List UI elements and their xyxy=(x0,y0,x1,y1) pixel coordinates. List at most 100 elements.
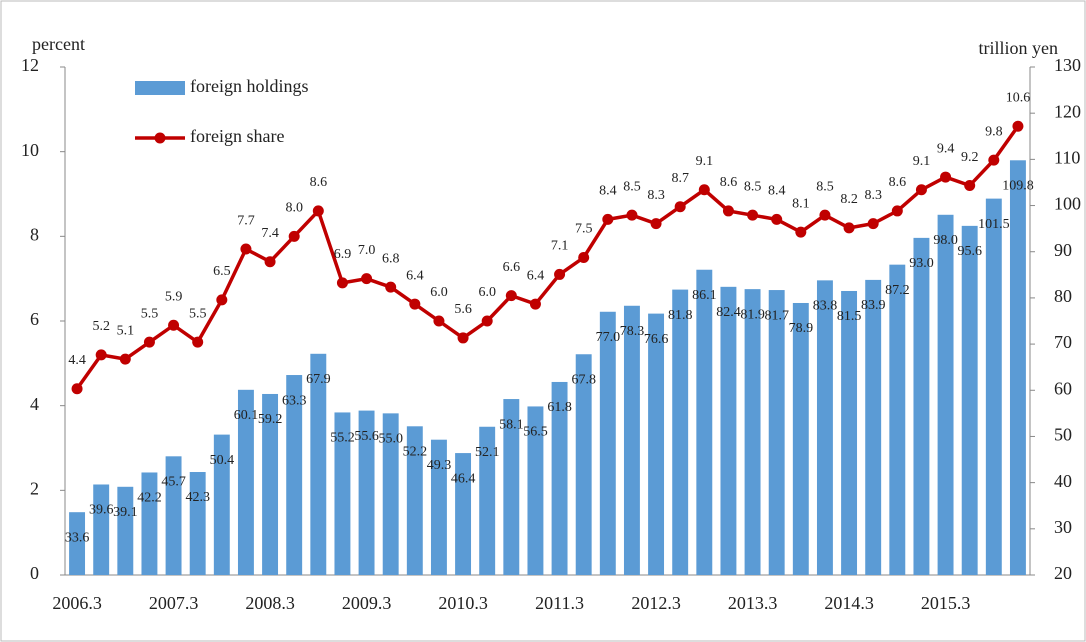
data-label: 7.7 xyxy=(237,213,255,228)
data-label: 67.9 xyxy=(306,372,331,387)
data-label: 7.4 xyxy=(261,226,279,241)
data-label: 5.2 xyxy=(92,319,110,334)
data-label: 50.4 xyxy=(210,453,235,468)
data-label: 8.6 xyxy=(310,175,328,190)
data-label: 77.0 xyxy=(596,330,621,345)
bar xyxy=(503,399,520,575)
data-label: 5.1 xyxy=(117,323,135,338)
marker xyxy=(626,209,638,221)
data-label: 81.9 xyxy=(740,307,765,322)
data-label: 46.4 xyxy=(451,471,476,486)
marker xyxy=(674,201,686,213)
data-label: 8.1 xyxy=(792,196,810,211)
bar xyxy=(382,413,399,575)
marker xyxy=(71,383,83,395)
bar xyxy=(310,353,327,575)
marker xyxy=(95,349,107,361)
marker xyxy=(891,205,903,217)
y2-tick-label: 110 xyxy=(1054,147,1080,167)
marker xyxy=(1012,120,1024,132)
y-tick-label: 2 xyxy=(30,478,39,498)
data-label: 9.8 xyxy=(985,124,1003,139)
x-tick-label: 2012.3 xyxy=(631,593,681,613)
bar xyxy=(889,264,906,575)
y2-tick-label: 130 xyxy=(1054,55,1081,75)
bar xyxy=(141,472,158,575)
x-tick-label: 2008.3 xyxy=(245,593,295,613)
bar xyxy=(841,290,858,575)
data-label: 56.5 xyxy=(523,425,548,440)
y-tick-label: 8 xyxy=(30,224,39,244)
marker xyxy=(554,268,566,280)
marker xyxy=(529,298,541,310)
data-label: 5.6 xyxy=(454,302,472,317)
data-label: 52.1 xyxy=(475,445,500,460)
marker xyxy=(216,294,228,306)
bar xyxy=(455,453,472,575)
data-label: 49.3 xyxy=(427,458,452,473)
data-label: 9.4 xyxy=(937,141,955,156)
data-label: 93.0 xyxy=(909,256,934,271)
bar xyxy=(648,313,665,575)
bar xyxy=(334,412,351,575)
data-label: 8.2 xyxy=(840,192,858,207)
data-label: 78.9 xyxy=(789,321,814,336)
data-label: 59.2 xyxy=(258,412,283,427)
x-tick-label: 2011.3 xyxy=(535,593,584,613)
bar xyxy=(985,198,1002,576)
marker xyxy=(192,336,204,348)
marker xyxy=(168,319,180,331)
data-label: 8.5 xyxy=(816,179,834,194)
data-label: 8.7 xyxy=(671,171,689,186)
data-label: 10.6 xyxy=(1006,90,1031,105)
marker xyxy=(143,336,155,348)
data-label: 86.1 xyxy=(692,288,717,303)
x-tick-label: 2010.3 xyxy=(438,593,488,613)
data-label: 6.4 xyxy=(527,268,545,283)
bar xyxy=(358,410,375,575)
data-label: 39.1 xyxy=(113,505,138,520)
bar xyxy=(816,280,833,575)
x-tick-label: 2007.3 xyxy=(149,593,199,613)
bar xyxy=(165,456,182,575)
marker xyxy=(650,218,662,230)
marker xyxy=(119,353,131,365)
data-label: 55.0 xyxy=(378,432,403,447)
y2-tick-label: 80 xyxy=(1054,286,1072,306)
data-label: 109.8 xyxy=(1002,179,1034,194)
marker xyxy=(771,213,783,225)
data-label: 42.2 xyxy=(137,491,162,506)
data-label: 5.5 xyxy=(141,306,159,321)
data-label: 9.2 xyxy=(961,150,979,165)
bar xyxy=(792,302,809,575)
data-label: 4.4 xyxy=(68,353,86,368)
marker xyxy=(843,222,855,234)
marker xyxy=(915,184,927,196)
marker xyxy=(457,332,469,344)
legend-label: foreign share xyxy=(190,126,284,146)
data-label: 42.3 xyxy=(185,490,210,505)
y-tick-label: 4 xyxy=(30,394,39,414)
data-label: 8.0 xyxy=(285,201,303,216)
data-label: 6.9 xyxy=(334,247,352,262)
y2-tick-label: 60 xyxy=(1054,378,1072,398)
bar xyxy=(937,214,954,576)
marker xyxy=(578,252,590,263)
data-label: 52.2 xyxy=(403,445,428,460)
bar xyxy=(479,426,496,575)
data-label: 61.8 xyxy=(547,400,572,415)
data-label: 7.5 xyxy=(575,222,593,237)
marker xyxy=(385,281,397,293)
data-label: 8.5 xyxy=(623,179,641,194)
marker xyxy=(602,213,614,225)
bar xyxy=(286,375,303,575)
marker xyxy=(988,154,1000,166)
bar xyxy=(599,311,616,575)
data-label: 8.3 xyxy=(864,188,882,203)
data-label: 81.8 xyxy=(668,308,693,323)
data-label: 6.6 xyxy=(503,260,521,275)
y2-tick-label: 50 xyxy=(1054,425,1072,445)
y2-tick-label: 100 xyxy=(1054,194,1081,214)
bar xyxy=(744,289,761,575)
